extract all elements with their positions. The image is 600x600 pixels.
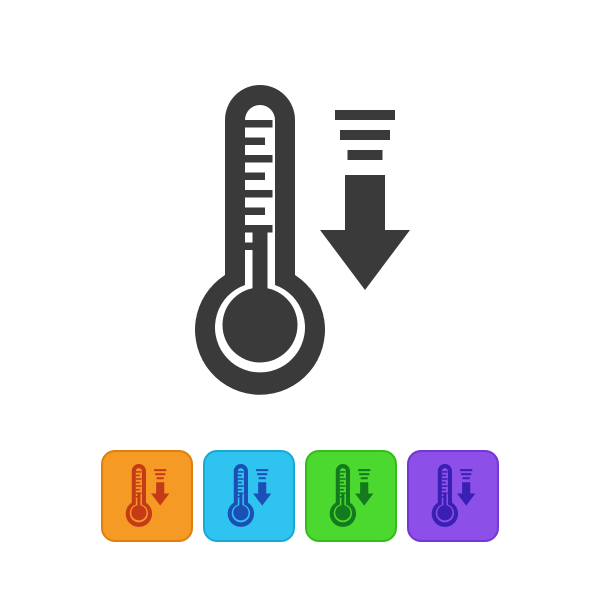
thermometer-down-icon-svg (175, 75, 425, 410)
swatch-cyan (203, 450, 295, 542)
thermometer-down-icon (215, 462, 283, 530)
swatch-orange (101, 450, 193, 542)
thermometer-down-icon (317, 462, 385, 530)
color-variant-row (101, 450, 499, 542)
thermometer-down-icon (113, 462, 181, 530)
swatch-green (305, 450, 397, 542)
thermometer-down-icon (175, 75, 425, 410)
swatch-purple (407, 450, 499, 542)
icon-showcase (0, 0, 600, 600)
thermometer-down-icon (419, 462, 487, 530)
